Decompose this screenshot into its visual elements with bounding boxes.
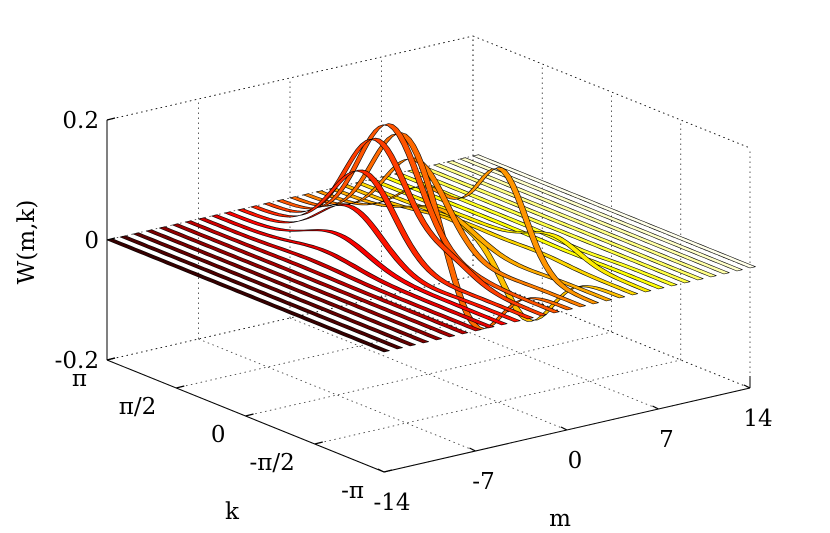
z-tick-label: 0.2 [62, 108, 99, 134]
surface-ribbon [237, 203, 521, 323]
surface-ribbon [185, 220, 469, 335]
m-tick [560, 426, 568, 431]
k-tick [245, 413, 254, 417]
surface-ribbon [250, 169, 534, 320]
k-tick [176, 385, 185, 389]
m-tick-label: 7 [659, 427, 674, 453]
k-tick-label: -π/2 [249, 450, 294, 476]
m-tick [652, 405, 659, 410]
grid-line [314, 359, 681, 445]
m-axis-label: m [549, 506, 571, 532]
z-tick-label: -0.2 [55, 348, 99, 374]
z-tick [106, 117, 116, 121]
m-tick [377, 468, 385, 473]
surface-ribbon [132, 232, 416, 347]
z-tick-label: 0 [84, 228, 99, 254]
surface-ribbon [211, 214, 495, 329]
k-tick-label: π/2 [119, 394, 157, 420]
grid-line [245, 331, 612, 417]
m-tick-label: 14 [743, 406, 772, 432]
surface-ribbons [106, 123, 756, 353]
k-tick [383, 469, 393, 473]
k-tick [314, 441, 323, 445]
surface-ribbon [328, 187, 612, 302]
z-axis-label: W(m,k) [14, 200, 40, 285]
grid-line [198, 338, 476, 452]
k-tick-label: 0 [211, 422, 226, 448]
z-tick [106, 237, 116, 241]
surface-ribbon [407, 169, 691, 284]
surface-ribbon [159, 226, 443, 341]
surface-ribbon [472, 154, 756, 269]
k-tick-label: π [72, 366, 87, 392]
surface-ribbon [172, 223, 456, 338]
surface-ribbon [368, 178, 652, 293]
surface-ribbon [394, 172, 678, 287]
k-tick [106, 357, 116, 361]
surface-ribbon [119, 235, 403, 350]
surface-ribbon [198, 217, 482, 332]
surface-ribbon [459, 157, 743, 272]
surface-ribbon [263, 137, 547, 317]
surface-ribbon [106, 238, 390, 353]
surface-ribbon [433, 163, 717, 278]
surface-ribbon [224, 211, 508, 326]
surface-ribbon [145, 229, 429, 344]
surface-ribbon [315, 167, 599, 305]
k-tick-label: -π [341, 478, 364, 504]
m-tick-label: -14 [373, 490, 410, 516]
m-tick-label: 0 [568, 448, 583, 474]
surface-ribbon [420, 166, 704, 281]
axis-ticks: -0.2 0 0.2 π π/2 0 -π/2 -π -14 -7 0 7 14 [55, 108, 773, 516]
k-axis-label: k [225, 499, 240, 525]
m-tick-label: -7 [472, 469, 494, 495]
m-tick [469, 447, 476, 452]
m-tick [743, 384, 751, 389]
